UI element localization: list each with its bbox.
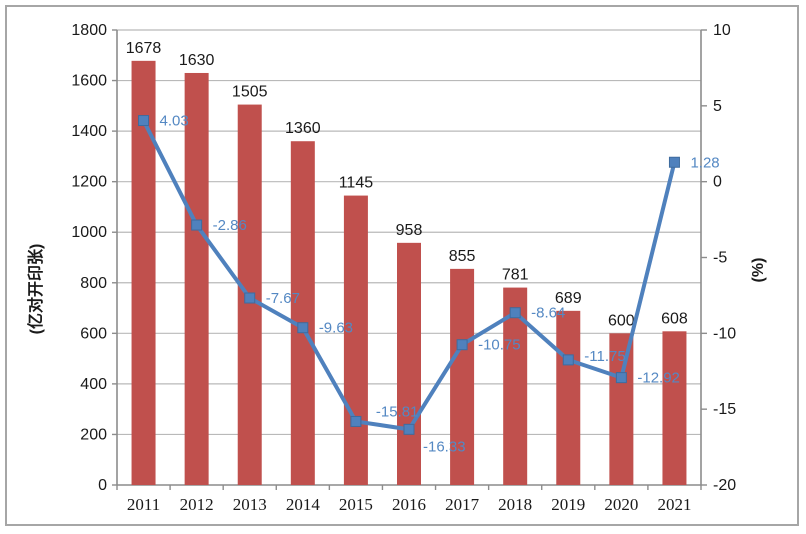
right-axis-tick-label--20: -20 (713, 477, 736, 494)
line-label-2021: 1.28 (690, 154, 719, 171)
line-label-2013: -7.67 (266, 290, 300, 307)
x-axis-label-2014: 2014 (286, 495, 321, 514)
marker-2019 (562, 354, 574, 366)
chart-frame: 1678 1630 1505 1360 1145 958 855 781 689 600 608 0 2… (5, 5, 799, 526)
line-label-2014: -9.63 (319, 320, 353, 337)
line-label-2017: -10.75 (478, 337, 521, 354)
bar-label-2013: 1505 (232, 84, 268, 101)
x-axis-label-2012: 2012 (180, 495, 214, 514)
left-axis-tick-label-0: 0 (98, 477, 107, 494)
bar-2019 (556, 310, 581, 485)
bar-label-2016: 958 (396, 222, 423, 239)
marker-2013 (244, 292, 256, 304)
bar-2011 (131, 60, 156, 485)
x-axis-label-2016: 2016 (392, 495, 426, 514)
marker-2016 (403, 423, 415, 435)
marker-2015 (350, 415, 362, 427)
line-label-2019: -11.75 (584, 348, 625, 365)
right-axis-tick-label--10: -10 (713, 325, 736, 342)
combo-chart-canvas: 1678 1630 1505 1360 1145 958 855 781 689 600 608 0 2… (26, 22, 767, 514)
right-axis-tick-label--5: -5 (713, 250, 727, 267)
x-axis-label-2015: 2015 (339, 495, 373, 514)
x-axis-label-2018: 2018 (498, 495, 532, 514)
x-axis-label-2017: 2017 (445, 495, 480, 514)
bar-2017 (450, 268, 475, 485)
marker-2018 (509, 307, 521, 319)
left-axis-tick-label-1200: 1200 (71, 174, 107, 191)
marker-2014 (297, 322, 309, 334)
bar-label-2017: 855 (449, 248, 476, 265)
bar-label-2015: 1145 (339, 175, 374, 192)
line-label-2020: -12.92 (637, 370, 680, 387)
right-axis-title: (%) (750, 258, 767, 283)
marker-2017 (456, 339, 468, 351)
bar-label-2018: 781 (502, 267, 529, 284)
bar-2012 (184, 72, 209, 485)
line-label-2011: 4.03 (160, 113, 189, 130)
x-axis-label-2021: 2021 (657, 495, 691, 514)
bar-2014 (290, 141, 315, 485)
bar-2016 (397, 242, 421, 485)
left-axis-tick-label-1800: 1800 (71, 22, 107, 39)
bar-label-2011: 1678 (126, 40, 162, 57)
left-axis-tick-label-1000: 1000 (71, 224, 107, 241)
marker-2021 (668, 156, 680, 168)
marker-2011 (138, 115, 150, 127)
right-axis-tick-label-0: 0 (713, 174, 722, 191)
bar-2015 (343, 195, 368, 485)
left-axis-tick-label-600: 600 (80, 325, 107, 342)
left-axis-tick-label-800: 800 (80, 275, 107, 292)
bar-label-2012: 1630 (179, 52, 215, 69)
x-axis-label-2019: 2019 (551, 495, 585, 514)
line-label-2016: -16.33 (423, 438, 466, 455)
bar-label-2021: 608 (661, 310, 688, 327)
bar-label-2019: 689 (555, 290, 582, 307)
bar-label-2014: 1360 (285, 120, 321, 137)
left-axis-tick-label-200: 200 (80, 426, 107, 443)
bar-label-2020: 600 (608, 312, 635, 329)
right-axis-tick-label-10: 10 (713, 22, 731, 39)
line-label-2012: -2.86 (213, 217, 247, 234)
left-axis-tick-label-1400: 1400 (71, 123, 107, 140)
marker-2020 (615, 372, 627, 384)
x-axis-label-2020: 2020 (604, 495, 638, 514)
x-axis-label-2013: 2013 (233, 495, 267, 514)
x-axis-label-2011: 2011 (127, 495, 160, 514)
left-axis-tick-label-400: 400 (80, 376, 107, 393)
line-label-2018: -8.64 (531, 305, 565, 322)
left-axis-tick-label-1600: 1600 (71, 73, 107, 90)
left-axis-title: (亿对开印张) (26, 244, 45, 335)
line-label-2015: -15.81 (376, 403, 419, 420)
right-axis-tick-label--15: -15 (713, 401, 736, 418)
bar-2021 (662, 331, 687, 485)
marker-2012 (191, 219, 203, 231)
bar-2020 (609, 333, 634, 485)
right-axis-tick-label-5: 5 (713, 98, 722, 115)
